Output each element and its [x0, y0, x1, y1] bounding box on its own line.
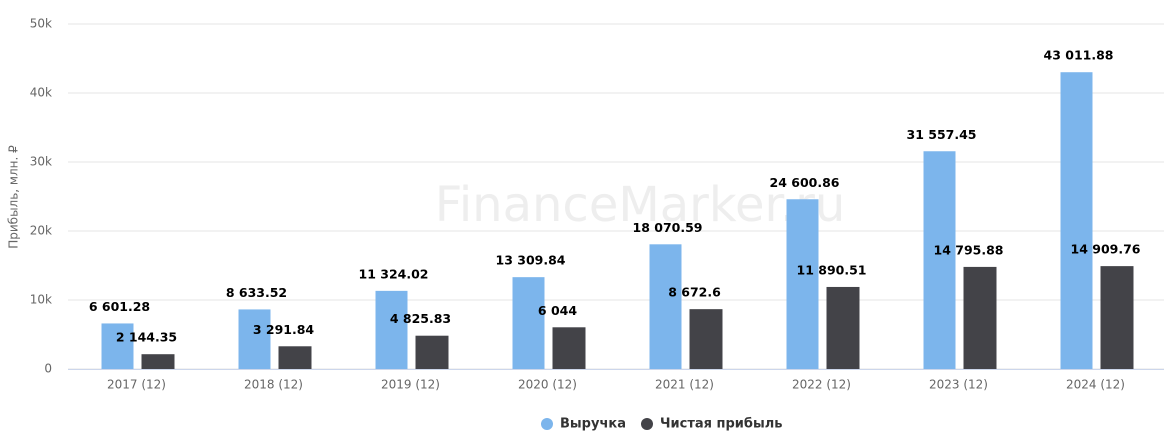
y-tick-label: 20k	[30, 224, 52, 238]
y-axis-title: Прибыль, млн. ₽	[7, 145, 21, 249]
y-tick-label: 0	[44, 362, 52, 376]
data-label: 18 070.59	[633, 220, 703, 235]
y-tick-label: 40k	[30, 86, 52, 100]
bar	[101, 323, 134, 369]
bar	[1100, 266, 1134, 369]
data-label: 11 890.51	[797, 262, 867, 277]
x-tick-label: 2017 (12)	[107, 378, 166, 392]
bar	[141, 354, 175, 369]
bar	[963, 266, 997, 369]
data-label: 3 291.84	[253, 322, 315, 337]
bar	[375, 290, 408, 369]
data-label: 31 557.45	[907, 127, 977, 142]
legend-marker	[541, 418, 553, 430]
bar	[689, 309, 723, 369]
bar	[786, 199, 819, 369]
bar	[552, 327, 586, 369]
x-tick-label: 2021 (12)	[655, 378, 714, 392]
data-label: 2 144.35	[116, 330, 177, 345]
data-label: 4 825.83	[390, 311, 451, 326]
data-label: 6 044	[538, 303, 577, 318]
x-tick-label: 2023 (12)	[929, 378, 988, 392]
y-tick-label: 10k	[30, 293, 52, 307]
x-tick-label: 2020 (12)	[518, 378, 577, 392]
bar	[1060, 72, 1093, 370]
data-label: 43 011.88	[1044, 48, 1114, 63]
x-tick-label: 2022 (12)	[792, 378, 851, 392]
x-tick-label: 2019 (12)	[381, 378, 440, 392]
bar	[238, 309, 271, 369]
data-label: 14 795.88	[934, 242, 1004, 257]
data-label: 24 600.86	[770, 175, 840, 190]
y-tick-label: 30k	[30, 155, 52, 169]
data-label: 14 909.76	[1071, 242, 1141, 257]
bar	[278, 346, 312, 369]
data-label: 13 309.84	[496, 253, 566, 268]
data-label: 8 672.6	[668, 285, 721, 300]
x-tick-label: 2018 (12)	[244, 378, 303, 392]
legend-label: Чистая прибыль	[660, 417, 782, 432]
data-label: 8 633.52	[226, 285, 287, 300]
bar	[415, 335, 449, 369]
data-label: 6 601.28	[89, 299, 150, 314]
data-label: 11 324.02	[359, 266, 429, 281]
watermark: FinanceMarker.ru	[435, 177, 846, 233]
legend-label: Выручка	[560, 417, 626, 432]
bar	[512, 277, 545, 369]
bar	[923, 151, 956, 369]
bar	[649, 244, 682, 369]
bar	[826, 286, 860, 369]
x-tick-label: 2024 (12)	[1066, 378, 1125, 392]
y-tick-label: 50k	[30, 17, 52, 31]
legend-marker	[641, 418, 653, 430]
